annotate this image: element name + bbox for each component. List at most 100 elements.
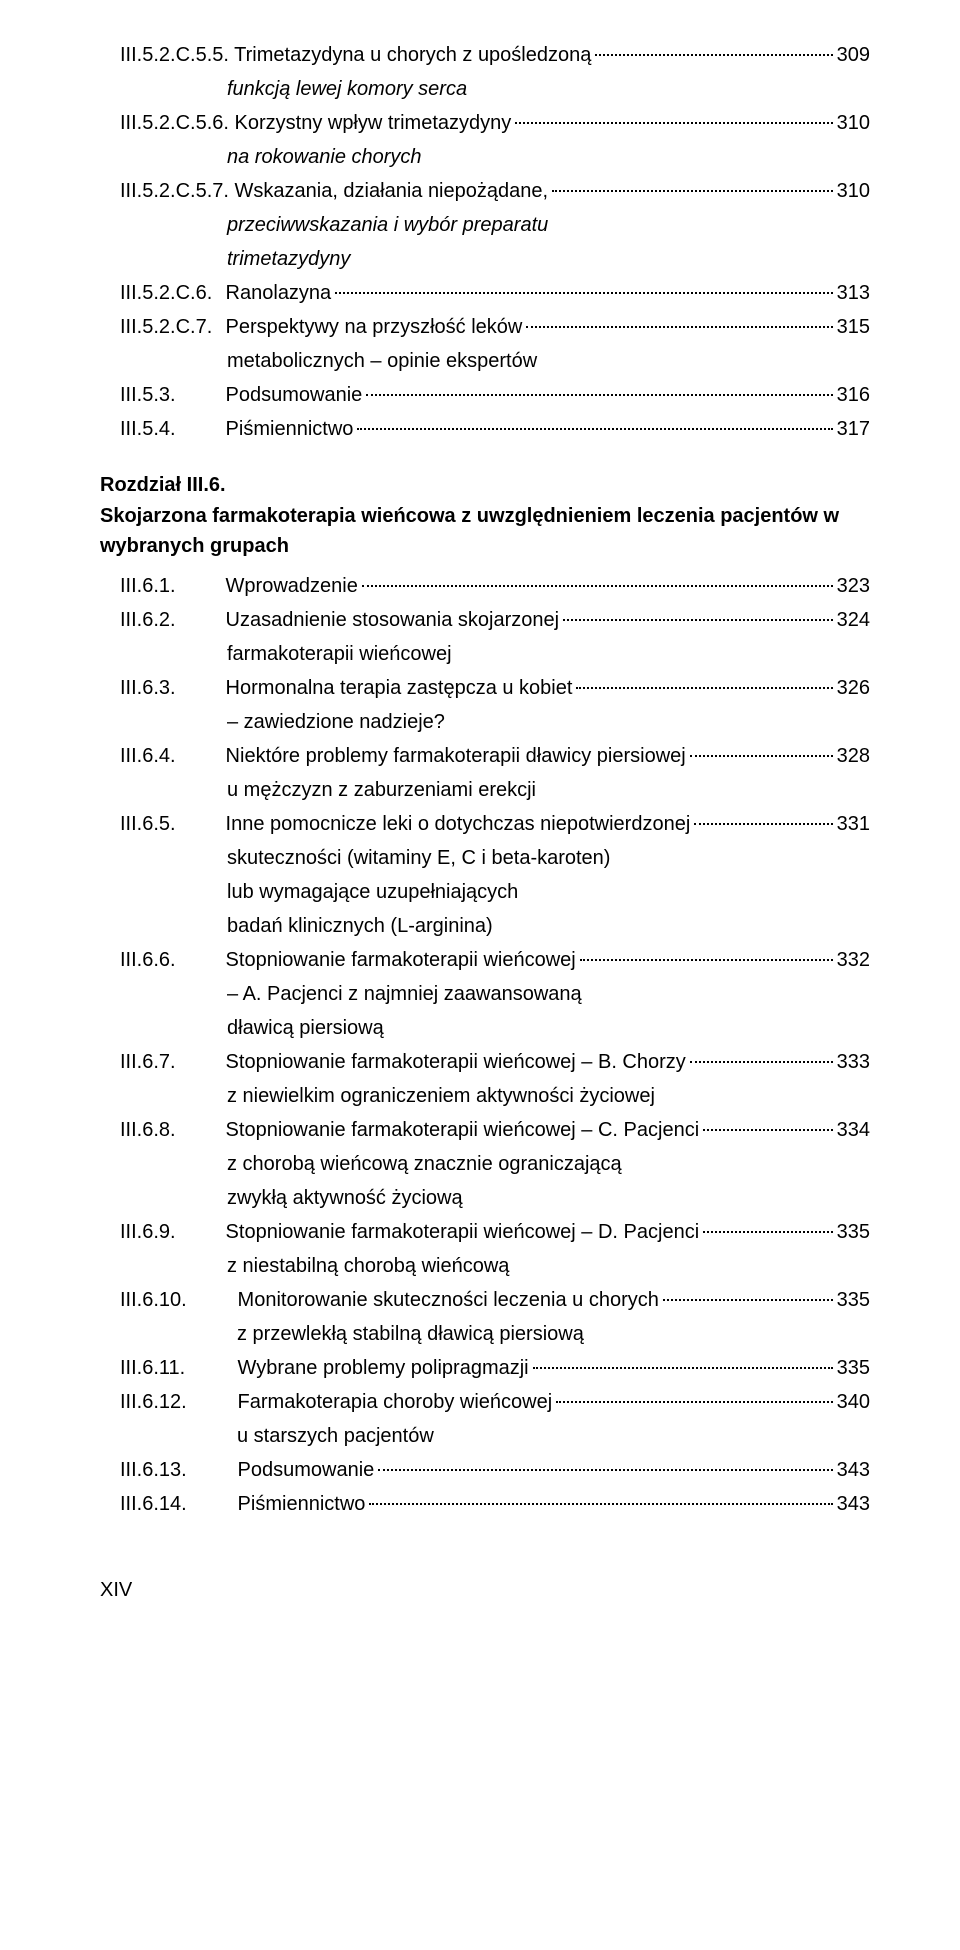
toc-page: 309 (837, 40, 870, 70)
toc-label: III.5.2.C.5.5. Trimetazydyna u chorych z… (120, 40, 591, 70)
leader-dots (576, 687, 832, 689)
leader-dots (580, 959, 833, 961)
leader-dots (533, 1367, 833, 1369)
toc-label: III.6.4. Niektóre problemy farmakoterapi… (120, 741, 686, 771)
toc-continuation: skuteczności (witaminy E, C i beta-karot… (100, 843, 870, 873)
leader-dots (362, 585, 833, 587)
toc-entry: III.5.2.C.5.7. Wskazania, działania niep… (100, 176, 870, 206)
toc-entry: III.6.1. Wprowadzenie 323 (100, 571, 870, 601)
toc-label: III.6.1. Wprowadzenie (120, 571, 358, 601)
toc-entry: III.6.8. Stopniowanie farmakoterapii wie… (100, 1115, 870, 1145)
toc-continuation: z niestabilną chorobą wieńcową (100, 1251, 870, 1281)
toc-page: 340 (837, 1387, 870, 1417)
toc-continuation: funkcją lewej komory serca (100, 74, 870, 104)
toc-continuation: badań klinicznych (L-arginina) (100, 911, 870, 941)
toc-page: 324 (837, 605, 870, 635)
leader-dots (703, 1129, 832, 1131)
toc-page: 317 (837, 414, 870, 444)
toc-continuation: dławicą piersiową (100, 1013, 870, 1043)
toc-entry: III.6.9. Stopniowanie farmakoterapii wie… (100, 1217, 870, 1247)
toc-label: III.6.9. Stopniowanie farmakoterapii wie… (120, 1217, 699, 1247)
toc-page: 335 (837, 1353, 870, 1383)
toc-page: 316 (837, 380, 870, 410)
toc-entry: III.6.5. Inne pomocnicze leki o dotychcz… (100, 809, 870, 839)
toc-page: 334 (837, 1115, 870, 1145)
toc-page: 323 (837, 571, 870, 601)
page-number-footer: XIV (100, 1579, 870, 1602)
leader-dots (703, 1231, 832, 1233)
toc-label: III.6.8. Stopniowanie farmakoterapii wie… (120, 1115, 699, 1145)
toc-label: III.5.2.C.5.6. Korzystny wpływ trimetazy… (120, 108, 511, 138)
toc-label: III.5.4. Piśmiennictwo (120, 414, 353, 444)
leader-dots (526, 326, 832, 328)
toc-page: 343 (837, 1455, 870, 1485)
toc-label: III.6.13. Podsumowanie (120, 1455, 374, 1485)
leader-dots (595, 54, 832, 56)
toc-continuation: u starszych pacjentów (100, 1421, 870, 1451)
leader-dots (694, 823, 832, 825)
toc-entry: III.6.4. Niektóre problemy farmakoterapi… (100, 741, 870, 771)
toc-page: 313 (837, 278, 870, 308)
toc-page: 326 (837, 673, 870, 703)
toc-page: 333 (837, 1047, 870, 1077)
toc-label: III.5.2.C.6. Ranolazyna (120, 278, 331, 308)
leader-dots (515, 122, 832, 124)
toc-label: III.6.2. Uzasadnienie stosowania skojarz… (120, 605, 559, 635)
section-subheading: Skojarzona farmakoterapia wieńcowa z uwz… (100, 501, 870, 561)
toc-label: III.5.2.C.5.7. Wskazania, działania niep… (120, 176, 548, 206)
section-heading: Rozdział III.6. (100, 474, 870, 497)
leader-dots (663, 1299, 833, 1301)
leader-dots (552, 190, 833, 192)
toc-continuation: u mężczyzn z zaburzeniami erekcji (100, 775, 870, 805)
toc-entry: III.5.3. Podsumowanie316 (100, 380, 870, 410)
toc-page: 315 (837, 312, 870, 342)
toc-entry: III.6.11. Wybrane problemy polipragmazji… (100, 1353, 870, 1383)
toc-label: III.6.14. Piśmiennictwo (120, 1489, 365, 1519)
leader-dots (378, 1469, 832, 1471)
toc-list-2: III.6.1. Wprowadzenie 323 III.6.2. Uzasadn… (100, 571, 870, 1519)
toc-label: III.6.11. Wybrane problemy polipragmazji (120, 1353, 529, 1383)
leader-dots (556, 1401, 832, 1403)
toc-continuation: – A. Pacjenci z najmniej zaawansowaną (100, 979, 870, 1009)
toc-entry: III.5.2.C.5.5. Trimetazydyna u chorych z… (100, 40, 870, 70)
leader-dots (369, 1503, 832, 1505)
toc-continuation: lub wymagające uzupełniających (100, 877, 870, 907)
toc-entry: III.5.2.C.5.6. Korzystny wpływ trimetazy… (100, 108, 870, 138)
leader-dots (357, 428, 832, 430)
toc-label: III.6.7. Stopniowanie farmakoterapii wie… (120, 1047, 686, 1077)
toc-page: 335 (837, 1285, 870, 1315)
toc-continuation: farmakoterapii wieńcowej (100, 639, 870, 669)
toc-label: III.5.2.C.7. Perspektywy na przyszłość l… (120, 312, 522, 342)
toc-entry: III.5.2.C.6. Ranolazyna 313 (100, 278, 870, 308)
toc-continuation: na rokowanie chorych (100, 142, 870, 172)
toc-entry: III.6.14. Piśmiennictwo 343 (100, 1489, 870, 1519)
toc-continuation: z chorobą wieńcową znacznie ograniczając… (100, 1149, 870, 1179)
leader-dots (690, 755, 833, 757)
toc-label: III.6.12. Farmakoterapia choroby wieńcow… (120, 1387, 552, 1417)
toc-continuation: z przewlekłą stabilną dławicą piersiową (100, 1319, 870, 1349)
toc-page: 328 (837, 741, 870, 771)
toc-entry: III.6.7. Stopniowanie farmakoterapii wie… (100, 1047, 870, 1077)
toc-page: 310 (837, 176, 870, 206)
toc-page: 343 (837, 1489, 870, 1519)
toc-continuation: metabolicznych – opinie ekspertów (100, 346, 870, 376)
toc-continuation: przeciwwskazania i wybór preparatu (100, 210, 870, 240)
toc-entry: III.6.3. Hormonalna terapia zastępcza u … (100, 673, 870, 703)
toc-page: 335 (837, 1217, 870, 1247)
toc-list: III.5.2.C.5.5. Trimetazydyna u chorych z… (100, 40, 870, 444)
leader-dots (335, 292, 832, 294)
toc-page: 331 (837, 809, 870, 839)
toc-entry: III.6.10. Monitorowanie skuteczności lec… (100, 1285, 870, 1315)
toc-continuation: – zawiedzione nadzieje? (100, 707, 870, 737)
toc-label: III.6.5. Inne pomocnicze leki o dotychcz… (120, 809, 690, 839)
leader-dots (366, 394, 832, 396)
toc-entry: III.5.2.C.7. Perspektywy na przyszłość l… (100, 312, 870, 342)
toc-label: III.6.6. Stopniowanie farmakoterapii wie… (120, 945, 576, 975)
toc-entry: III.6.12. Farmakoterapia choroby wieńcow… (100, 1387, 870, 1417)
leader-dots (690, 1061, 833, 1063)
toc-entry: III.6.2. Uzasadnienie stosowania skojarz… (100, 605, 870, 635)
toc-continuation: z niewielkim ograniczeniem aktywności ży… (100, 1081, 870, 1111)
toc-label: III.6.3. Hormonalna terapia zastępcza u … (120, 673, 572, 703)
toc-entry: III.5.4. Piśmiennictwo 317 (100, 414, 870, 444)
toc-page: 310 (837, 108, 870, 138)
